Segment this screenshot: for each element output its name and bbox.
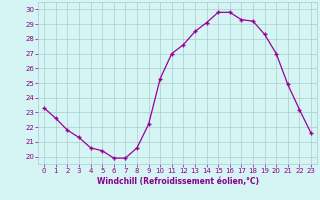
X-axis label: Windchill (Refroidissement éolien,°C): Windchill (Refroidissement éolien,°C): [97, 177, 259, 186]
